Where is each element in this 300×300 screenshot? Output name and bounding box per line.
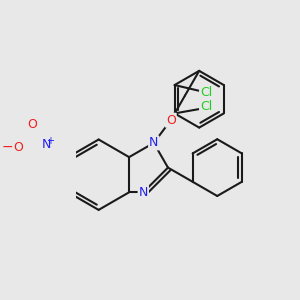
Text: N: N: [41, 138, 51, 151]
Text: O: O: [166, 114, 176, 127]
Text: O: O: [14, 141, 23, 154]
Text: N: N: [139, 186, 148, 199]
Text: Cl: Cl: [200, 100, 212, 113]
Text: O: O: [27, 118, 37, 131]
Text: N: N: [149, 136, 158, 149]
Text: +: +: [46, 136, 55, 146]
Text: −: −: [2, 140, 13, 154]
Text: Cl: Cl: [200, 86, 212, 99]
